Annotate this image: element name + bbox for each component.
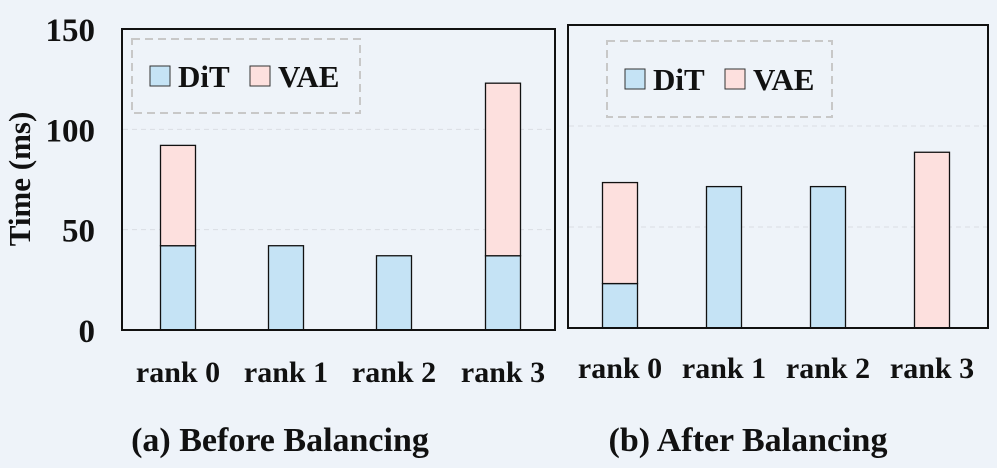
y-tick-label: 50 <box>62 214 95 250</box>
y-tick-label: 0 <box>79 314 96 350</box>
legend-box <box>131 38 361 114</box>
x-tick-label: rank 2 <box>352 356 436 389</box>
bar-dit-rank-1 <box>705 185 743 329</box>
bar-vae-rank-3 <box>913 151 951 329</box>
legend-swatch-vae <box>724 68 746 90</box>
legend-swatch-dit <box>149 65 171 87</box>
bar-vae-rank-0 <box>159 144 197 247</box>
y-tick-label: 150 <box>46 13 96 49</box>
x-tick-label: rank 1 <box>682 352 766 385</box>
bar-dit-rank-0 <box>601 282 639 329</box>
bar-vae-rank-0 <box>601 181 639 285</box>
bar-vae-rank-3 <box>484 82 522 257</box>
legend-label-dit: DiT <box>178 59 230 94</box>
plot-frame <box>567 24 989 329</box>
legend-label-vae: VAE <box>753 62 814 97</box>
plot-frame <box>121 28 556 331</box>
legend-label-vae: VAE <box>278 59 339 94</box>
bar-dit-rank-2 <box>375 255 413 331</box>
x-tick-label: rank 2 <box>786 352 870 385</box>
bar-dit-rank-3 <box>484 255 522 331</box>
legend-box <box>606 40 833 118</box>
bar-dit-rank-0 <box>159 245 197 331</box>
legend: DiT VAE <box>606 40 833 118</box>
panel-title: (a) Before Balancing <box>131 422 429 459</box>
x-tick-label: rank 3 <box>890 352 974 385</box>
legend-swatch-vae <box>249 65 271 87</box>
x-tick-label: rank 3 <box>461 356 545 389</box>
x-tick-label: rank 1 <box>244 356 328 389</box>
bar-dit-rank-1 <box>267 245 305 331</box>
x-tick-label: rank 0 <box>136 356 220 389</box>
y-axis-label: Time (ms) <box>2 112 37 247</box>
legend: DiT VAE <box>131 38 361 114</box>
legend-label-dit: DiT <box>653 62 705 97</box>
panel-title: (b) After Balancing <box>609 422 888 459</box>
legend-swatch-dit <box>624 68 646 90</box>
bar-dit-rank-2 <box>809 185 847 329</box>
y-tick-label: 100 <box>46 113 96 149</box>
x-tick-label: rank 0 <box>578 352 662 385</box>
